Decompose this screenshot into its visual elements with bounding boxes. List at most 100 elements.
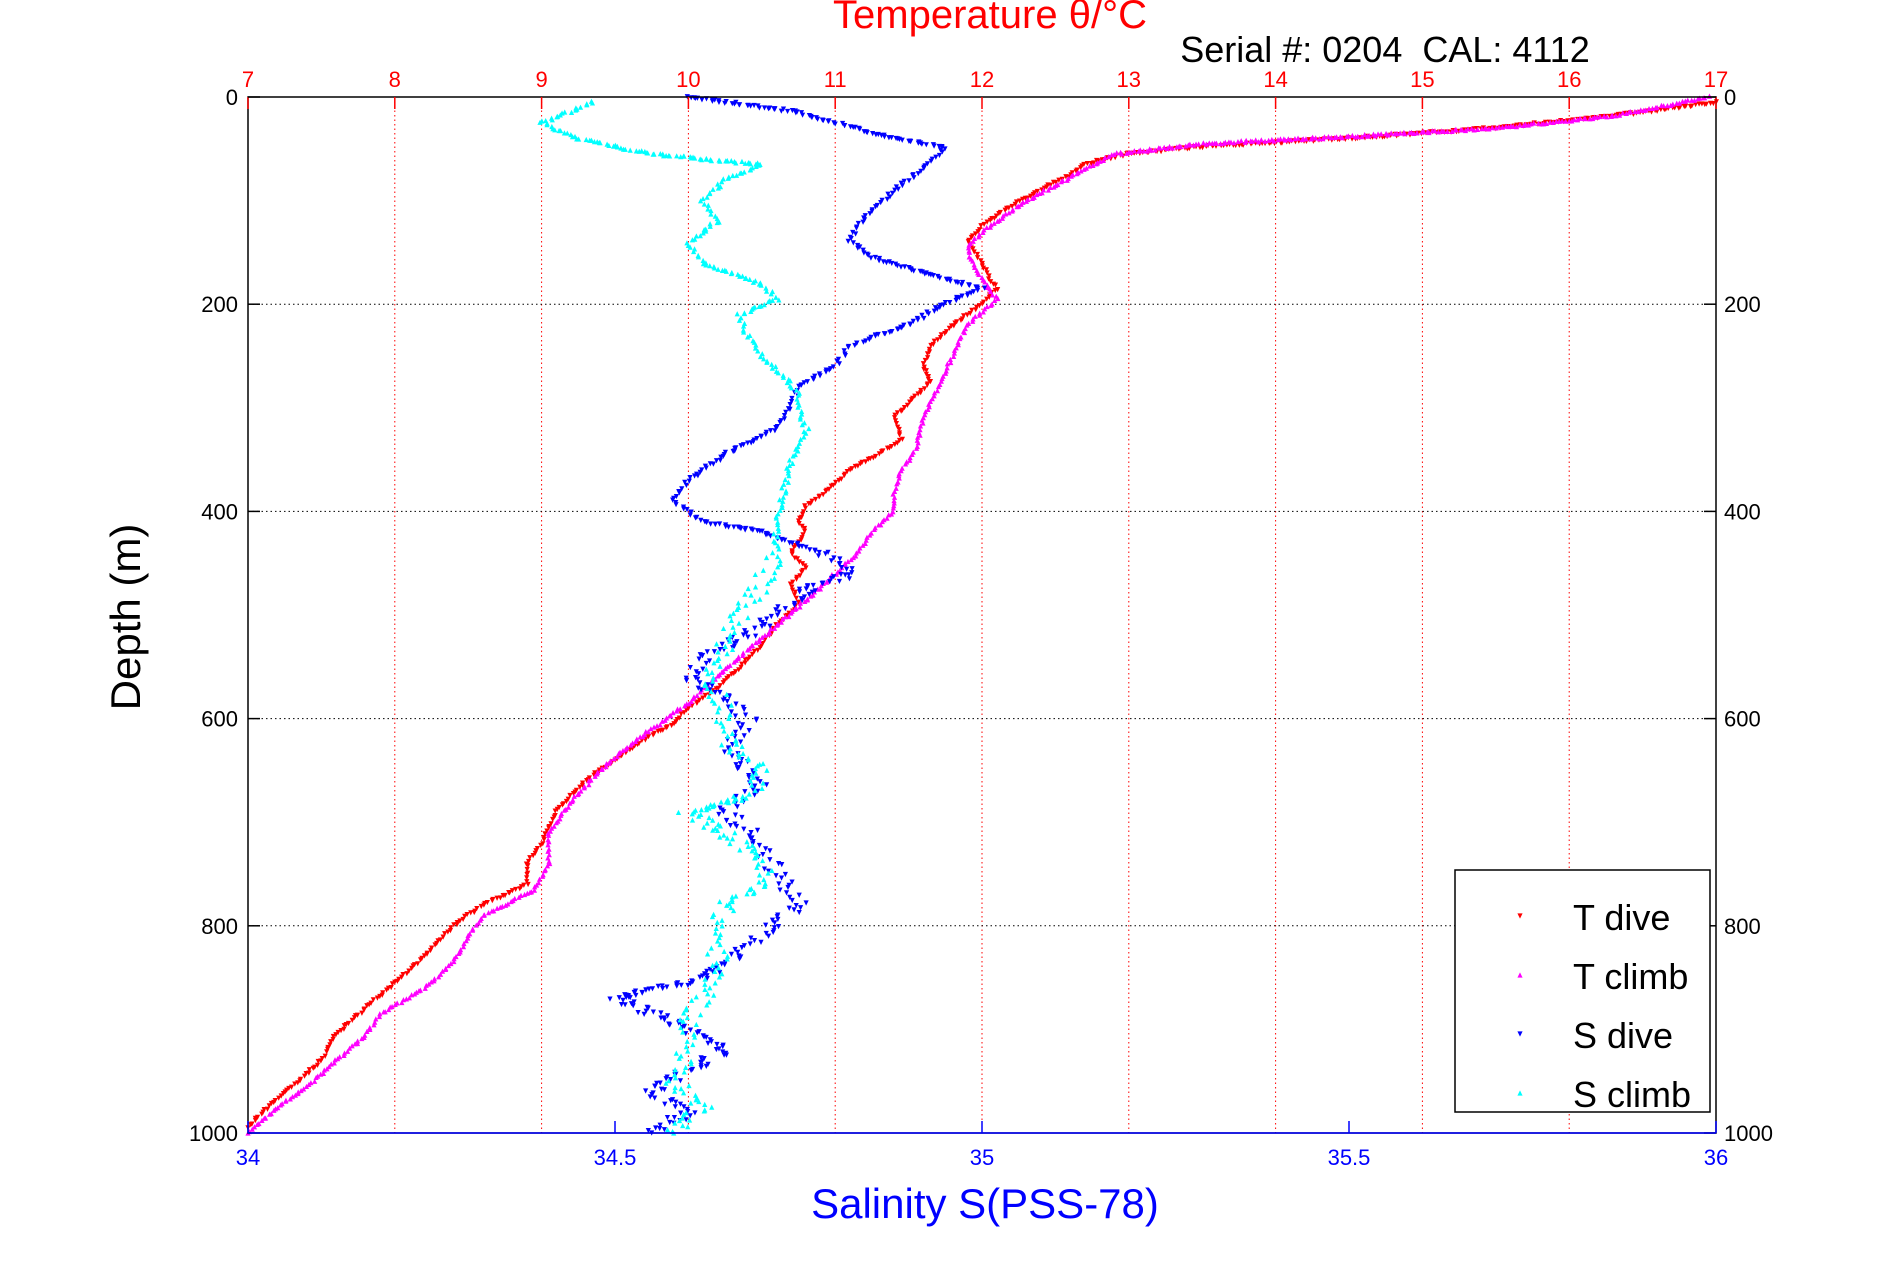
s-dive-point <box>710 461 717 467</box>
s-dive-point <box>716 99 722 106</box>
s-climb-point <box>683 1044 689 1050</box>
t-dive-point <box>1093 157 1100 164</box>
t-climb-point <box>355 1038 361 1044</box>
s-climb-point <box>606 142 612 149</box>
t-climb-point <box>1114 150 1120 156</box>
s-dive-point <box>738 739 744 745</box>
t-climb-point <box>991 220 997 226</box>
t-dive-point <box>841 472 847 479</box>
s-climb-point <box>739 743 745 750</box>
s-dive-point <box>732 812 739 818</box>
s-climb-point <box>759 857 766 864</box>
t-dive-point <box>1687 103 1694 110</box>
t-climb-point <box>1469 126 1475 132</box>
t-climb-point <box>312 1078 318 1084</box>
s-dive-point <box>661 1127 667 1133</box>
s-climb-point <box>717 898 723 905</box>
s-climb-point <box>786 473 792 479</box>
s-dive-point <box>934 306 940 312</box>
s-dive-point <box>714 1041 720 1048</box>
series-s-climb <box>537 98 812 1136</box>
s-dive-point <box>921 165 927 172</box>
s-dive-point <box>872 333 879 339</box>
t-climb-point <box>970 318 976 324</box>
t-climb-point <box>740 652 746 658</box>
s-dive-point <box>782 537 788 543</box>
s-climb-point <box>700 230 706 236</box>
s-climb-point <box>672 1075 679 1081</box>
t-dive-point <box>792 589 798 595</box>
s-dive-point <box>787 406 793 412</box>
t-climb-point <box>1406 130 1413 136</box>
s-dive-point <box>678 982 684 988</box>
t-climb-point <box>999 215 1006 221</box>
s-climb-point <box>744 839 750 845</box>
t-climb-point <box>422 985 428 991</box>
t-climb-point <box>1109 152 1115 158</box>
s-climb-point <box>776 546 782 552</box>
t-climb-point <box>614 754 620 760</box>
t-climb-point <box>722 665 729 672</box>
t-climb-point <box>345 1048 351 1054</box>
s-dive-point <box>697 469 703 475</box>
s-climb-point <box>731 629 738 636</box>
t-climb-point <box>540 873 546 879</box>
s-climb-point <box>744 891 750 897</box>
t-climb-point <box>970 238 976 244</box>
s-dive-point <box>733 762 739 768</box>
t-dive-point <box>873 453 879 460</box>
s-dive-point <box>735 720 741 727</box>
t-dive-point <box>338 1028 344 1034</box>
t-climb-point <box>628 742 634 748</box>
s-dive-point <box>686 478 692 484</box>
s-climb-point <box>749 848 755 854</box>
t-climb-point <box>917 423 924 429</box>
s-dive-point <box>767 857 773 863</box>
s-climb-point <box>777 496 783 503</box>
t-dive-point <box>739 661 745 667</box>
s-dive-point <box>721 1052 727 1058</box>
s-dive-point <box>717 969 723 976</box>
s-dive-point <box>662 1101 668 1107</box>
t-climb-point <box>531 887 538 893</box>
t-climb-point <box>567 800 573 806</box>
s-dive-point <box>699 97 705 103</box>
s-dive-point <box>796 589 803 595</box>
s-climb-point <box>753 161 759 167</box>
s-dive-point <box>667 1076 674 1083</box>
t-dive-point <box>921 386 928 392</box>
t-climb-point <box>321 1067 327 1073</box>
t-dive-point <box>844 468 850 475</box>
t-climb-point <box>977 312 983 318</box>
s-climb-point <box>726 800 732 806</box>
s-dive-point <box>692 1110 698 1116</box>
s-climb-point <box>752 845 758 852</box>
s-dive-point <box>834 358 840 364</box>
s-climb-point <box>709 669 715 675</box>
t-dive-point <box>374 995 381 1001</box>
t-dive-point <box>896 432 903 438</box>
s-dive-point <box>785 884 791 891</box>
s-dive-point <box>658 1015 664 1021</box>
s-climb-point <box>719 742 725 748</box>
s-dive-point <box>801 594 808 600</box>
s-dive-point <box>645 1128 651 1134</box>
s-climb-point <box>787 378 793 384</box>
s-dive-point <box>695 685 701 691</box>
t-climb-point <box>786 613 792 620</box>
t-climb-point <box>306 1081 312 1088</box>
t-climb-point <box>381 1009 387 1015</box>
t-climb-point <box>592 773 598 779</box>
s-dive-point <box>836 561 843 567</box>
t-climb-point <box>1623 110 1630 117</box>
s-climb-point <box>714 827 721 834</box>
s-dive-point <box>698 1065 704 1071</box>
s-climb-point <box>795 448 801 454</box>
t-climb-point <box>884 515 890 521</box>
s-climb-point <box>729 730 735 737</box>
t-climb-point <box>1200 140 1206 146</box>
s-climb-point <box>797 416 803 422</box>
s-climb-point <box>718 720 724 726</box>
s-climb-point <box>711 700 718 706</box>
t-climb-point <box>875 522 882 528</box>
